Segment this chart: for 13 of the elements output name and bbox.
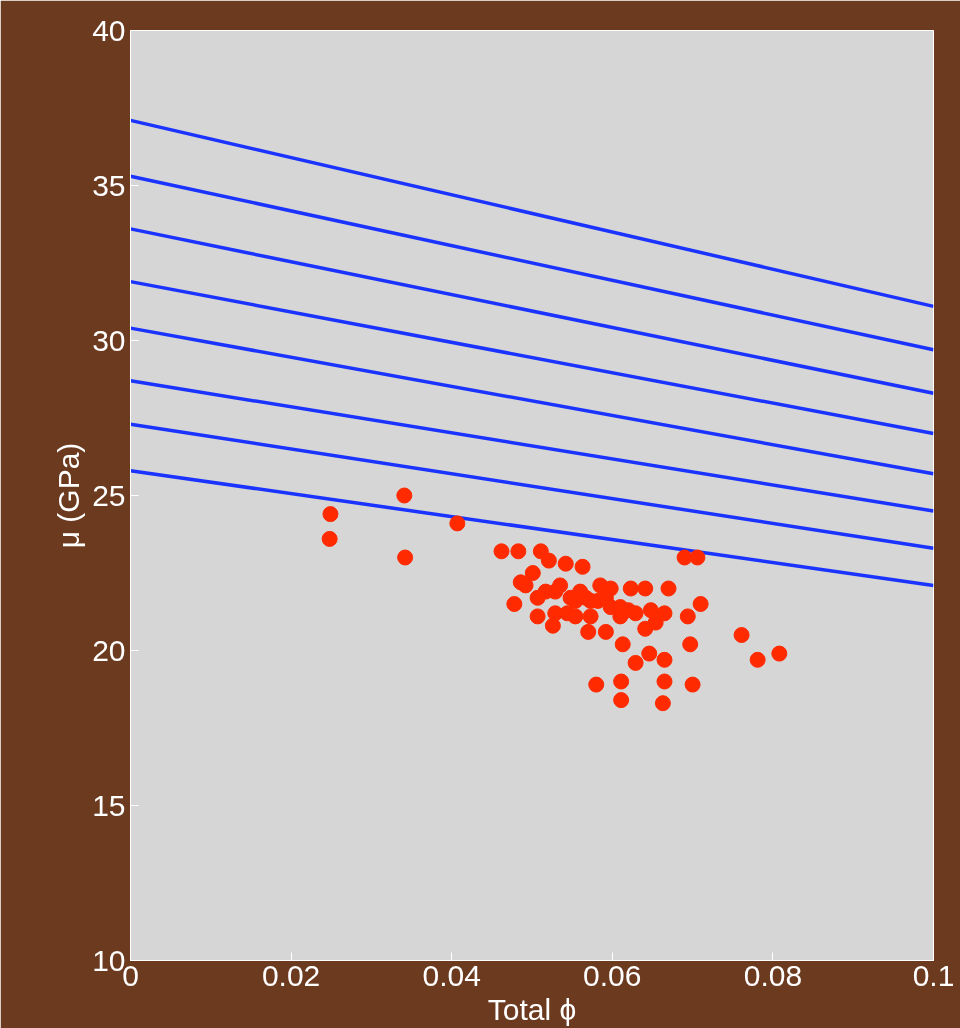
x-tick-label: 0.1 xyxy=(912,958,955,992)
y-tick-label: 30 xyxy=(92,323,126,357)
x-tick-label: 0.04 xyxy=(422,958,481,992)
x-tick-label: 0.08 xyxy=(743,958,803,992)
y-axis-title: μ (GPa) xyxy=(52,442,86,549)
x-tick-label: 0.06 xyxy=(583,958,642,992)
y-tick-label: 25 xyxy=(92,478,126,512)
x-axis-title: Total ϕ xyxy=(487,992,577,1026)
y-tick-label: 15 xyxy=(92,788,126,822)
y-tick-label: 20 xyxy=(92,633,126,667)
x-tick-label: 0.02 xyxy=(261,958,321,992)
y-tick-label: 35 xyxy=(92,168,126,202)
y-tick-label: 40 xyxy=(92,13,126,47)
